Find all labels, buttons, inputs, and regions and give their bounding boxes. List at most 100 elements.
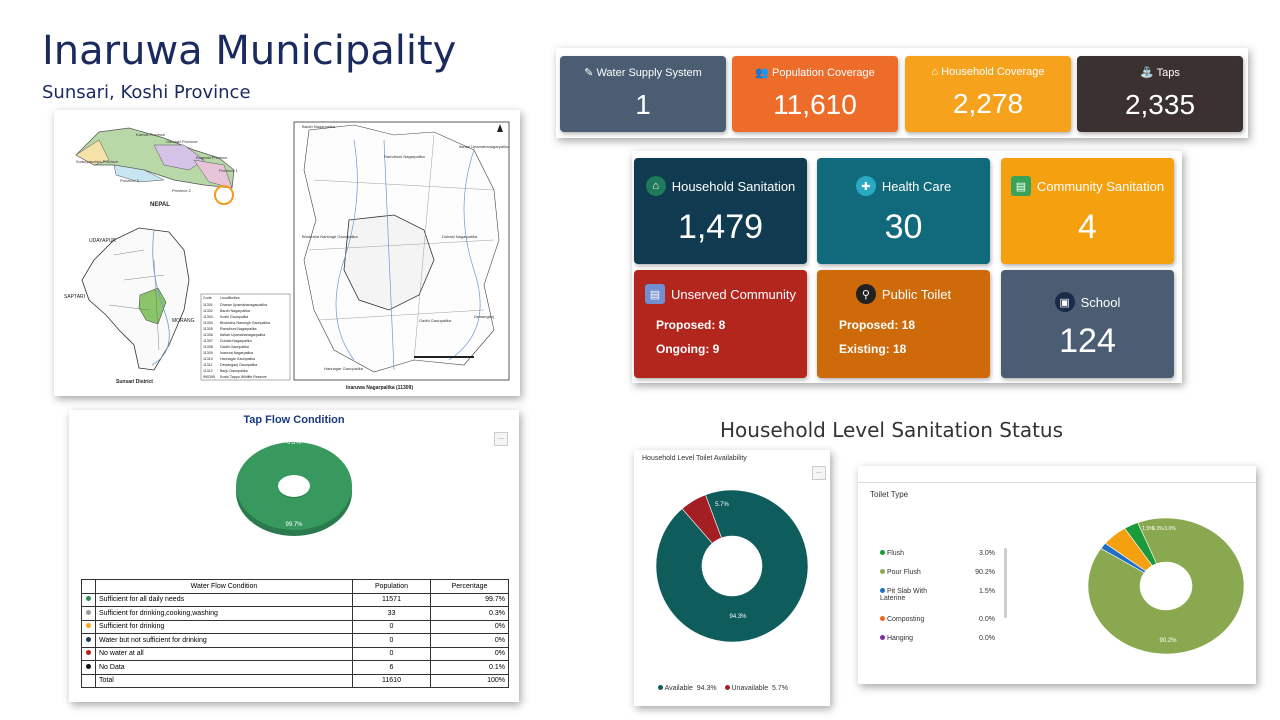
sanitation-status-heading: Household Level Sanitation Status [720, 418, 1064, 442]
svg-text:SAPTARI: SAPTARI [64, 294, 85, 300]
toilet-icon: ⚲ [855, 284, 876, 304]
cell-percentage: 0% [430, 633, 509, 648]
pie-label-main: 99.7% [285, 522, 303, 528]
tile-label: Unserved Community [671, 286, 796, 302]
svg-text:Koshi Tappu Wildlife Reserve: Koshi Tappu Wildlife Reserve [220, 375, 267, 379]
stat-population: 👥 Population Coverage 11,610 [732, 56, 898, 132]
legend-item: Flush 3.0% [880, 550, 995, 569]
cell-population: 33 [352, 606, 431, 621]
legend-item: Pour Flush 90.2% [880, 569, 995, 588]
more-options-button[interactable]: ... [812, 466, 826, 480]
page-subtitle: Sunsari, Koshi Province [42, 82, 251, 103]
tile-value: 30 [884, 208, 923, 246]
status-dot [86, 636, 91, 642]
svg-text:Dewanganj: Dewanganj [474, 314, 494, 319]
tile-label: Community Sanitation [1036, 178, 1165, 194]
svg-text:Itahari Upamahanagarpalika: Itahari Upamahanagarpalika [459, 144, 510, 149]
col-condition: Water Flow Condition [95, 579, 353, 594]
location-map: NEPAL Karnali Province Gandaki Province … [54, 110, 520, 396]
legend-item-available: Available 94.3% [658, 685, 717, 692]
more-options-button[interactable]: ... [494, 432, 508, 446]
map-graphic: NEPAL Karnali Province Gandaki Province … [64, 121, 510, 391]
stat-label: Population Coverage [772, 67, 875, 79]
tile-value: 1,479 [677, 208, 764, 246]
pie-label-pour-flush: 90.2% [1159, 638, 1177, 644]
svg-text:11303: 11303 [203, 315, 213, 319]
pie-label-flush: 3.0% [1164, 526, 1176, 532]
school-icon: ▣ [1054, 292, 1075, 312]
tap-flow-pie: 0.3% 99.7% [236, 440, 352, 536]
svg-text:LocalBodies: LocalBodies [220, 296, 240, 300]
col-population: Population [352, 579, 431, 594]
svg-text:11311: 11311 [203, 363, 212, 367]
svg-text:11308: 11308 [203, 345, 213, 349]
legend-item-unavailable: Unavailable 5.7% [724, 685, 788, 692]
tile-label: Household Sanitation [671, 178, 796, 194]
svg-text:11302: 11302 [203, 309, 213, 313]
svg-text:MORANG: MORANG [172, 318, 195, 324]
stat-water-supply: ✎ Water Supply System 1 [560, 56, 726, 132]
tile-value: 4 [1078, 208, 1097, 246]
legend-scrollbar[interactable] [1004, 548, 1007, 618]
svg-text:Karnali Province: Karnali Province [136, 132, 166, 137]
svg-text:990399: 990399 [203, 375, 215, 379]
cell-population: 11571 [352, 592, 431, 607]
toilet-availability-panel: Household Level Toilet Availability ... … [634, 450, 830, 706]
svg-text:Inaruwa Nagarpalika: Inaruwa Nagarpalika [220, 351, 253, 355]
cell-condition: Water but not sufficient for drinking [95, 633, 353, 648]
svg-text:Gadhi Gaunpalika: Gadhi Gaunpalika [220, 345, 249, 349]
cell-percentage: 100% [430, 673, 509, 688]
tile-label: Health Care [881, 178, 952, 194]
tile-line: Ongoing: 9 [656, 342, 720, 356]
col-percentage: Percentage [430, 579, 509, 594]
cell-condition: Sufficient for drinking,cooking,washing [95, 606, 353, 621]
cell-percentage: 0% [430, 619, 509, 634]
status-dot [86, 609, 91, 615]
edit-icon: ✎ [584, 67, 594, 79]
legend-item: Pit Slab With Laterine 1.5% [880, 588, 995, 602]
svg-text:Barju Gaunpalika: Barju Gaunpalika [220, 369, 248, 373]
cell-percentage: 0.1% [430, 660, 509, 675]
svg-text:11301: 11301 [203, 303, 213, 307]
svg-text:11305: 11305 [203, 327, 213, 331]
svg-text:Dewanganj Gaunpalika: Dewanganj Gaunpalika [220, 363, 257, 367]
svg-text:Koshi Gaunpalika: Koshi Gaunpalika [220, 315, 248, 319]
cell-population: 6 [352, 660, 431, 675]
clipboard-icon: ▤ [1010, 176, 1031, 196]
cell-population: 0 [352, 633, 431, 648]
cell-condition: No water at all [95, 646, 353, 661]
stat-label: Water Supply System [596, 67, 702, 79]
municipality-map-label: Inaruwa Nagarpalika (11309) [346, 385, 413, 391]
sanitation-tiles: ⌂ Household Sanitation 1,479 ✚ Health Care… [632, 151, 1182, 383]
svg-text:Bagmati Province: Bagmati Province [196, 155, 228, 160]
toilet-type-legend: Flush 3.0% Pour Flush 90.2% Pit Slab With … [880, 550, 995, 654]
svg-text:Ramdhuni Nagarpalika: Ramdhuni Nagarpalika [384, 154, 425, 159]
tile-line: Proposed: 8 [656, 318, 726, 332]
pie-slice-available [655, 490, 809, 643]
stat-taps: ⛲ Taps 2,335 [1077, 56, 1243, 132]
house-icon: ⌂ [645, 176, 666, 196]
tile-household-sanitation: ⌂ Household Sanitation 1,479 [634, 158, 807, 264]
tap-icon: ⛲ [1140, 67, 1154, 79]
svg-text:Sudurpaschim Province: Sudurpaschim Province [76, 159, 119, 164]
page-title: Inaruwa Municipality [42, 28, 457, 74]
cell-percentage: 0.3% [430, 606, 509, 621]
tap-flow-panel: Tap Flow Condition ... 0.3% 99.7% Water … [69, 410, 519, 702]
tile-public-toilet: ⚲ Public Toilet Proposed: 18 Existing: 18 [817, 270, 990, 378]
svg-text:Barah Nagarpalika: Barah Nagarpalika [220, 309, 250, 313]
availability-title: Household Level Toilet Availability [642, 455, 747, 462]
toilet-type-panel: Toilet Type Flush 3.0% Pour Flush 90.2% Pi… [858, 466, 1256, 684]
pie-slice-unavailable [681, 494, 722, 544]
legend-item: Composting 0.0% [880, 616, 995, 635]
cell-condition: Total [95, 673, 353, 688]
health-icon: ✚ [855, 176, 876, 196]
cell-percentage: 0% [430, 646, 509, 661]
svg-text:11309: 11309 [203, 351, 213, 355]
stat-value: 2,278 [952, 88, 1024, 119]
table-row: Water but not sufficient for drinking 0 … [81, 633, 509, 648]
tile-line: Existing: 18 [839, 342, 907, 356]
svg-text:Barah Nagarpalika: Barah Nagarpalika [302, 124, 336, 129]
cell-condition: Sufficient for drinking [95, 619, 353, 634]
stat-value: 2,335 [1124, 89, 1196, 120]
tile-community-sanitation: ▤ Community Sanitation 4 [1001, 158, 1174, 264]
